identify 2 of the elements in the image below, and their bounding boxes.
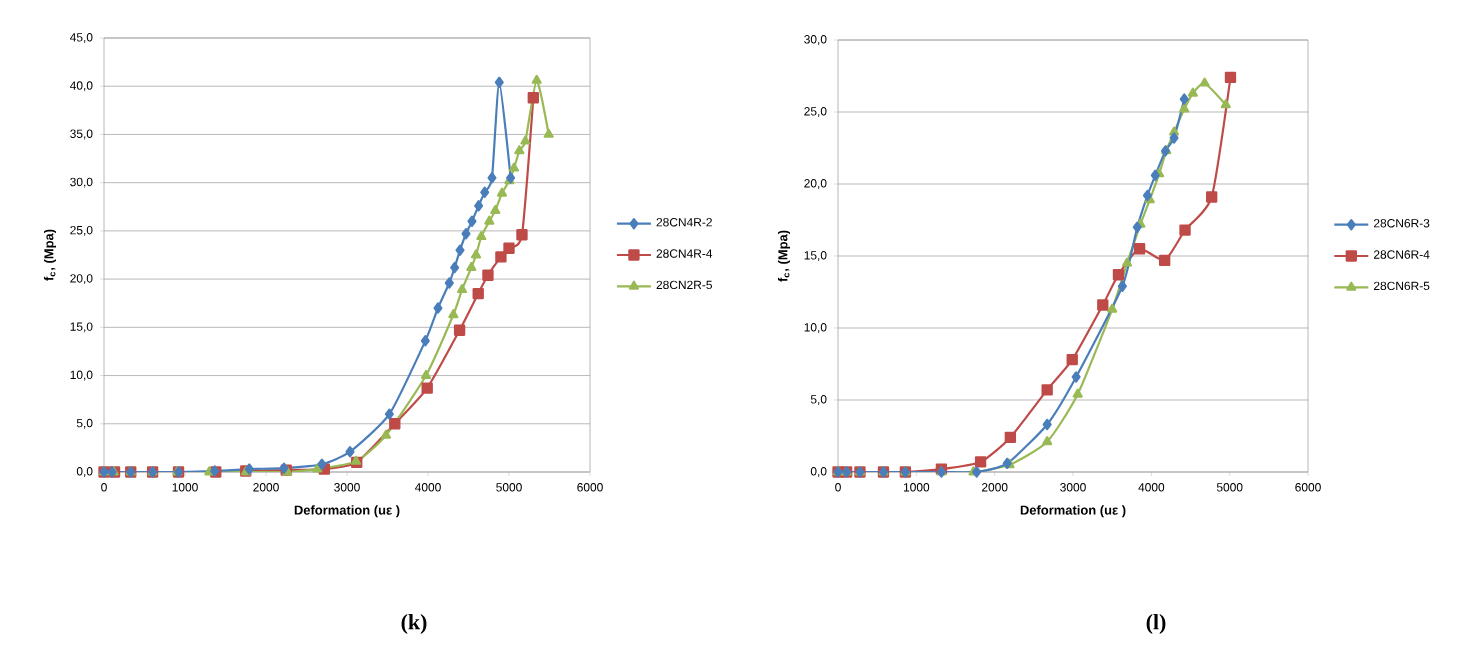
text: (k) (401, 614, 427, 634)
text: (l) (1146, 614, 1166, 634)
